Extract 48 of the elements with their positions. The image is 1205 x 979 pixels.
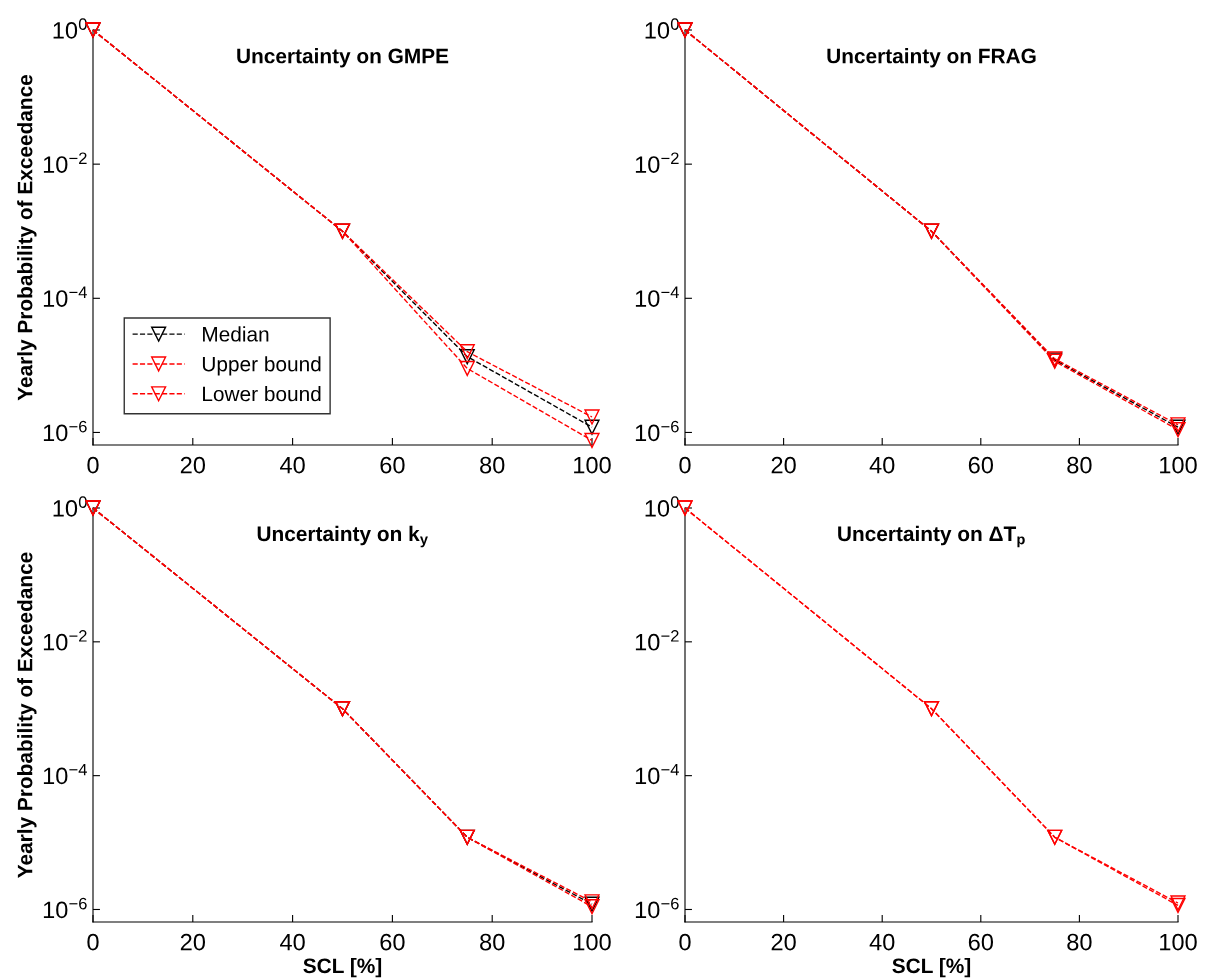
x-tick-label: 100 [1160, 933, 1197, 951]
legend-label: Lower bound [203, 386, 321, 402]
x-tick-label: 60 [380, 456, 405, 474]
y-tick-label: 10$^{−2}$ [43, 152, 87, 173]
y-tick-label: 10$^{−2}$ [43, 630, 87, 651]
y-tick-label: 10$^{−4}$ [43, 286, 87, 307]
y-axis-title: Yearly Probability of Exceedance [17, 74, 37, 401]
y-tick-label: 10$^{−4}$ [43, 763, 87, 785]
x-tick-label: 80 [1067, 933, 1092, 951]
text: Uncertainty on FRAG [827, 48, 1036, 68]
x-tick-label: 0 [679, 456, 691, 474]
x-tick-label: 0 [679, 933, 691, 951]
y-tick-label: 10$^{−4}$ [635, 286, 679, 307]
x-axis-title: SCL [%] [892, 957, 971, 978]
y-tick-label: 10$^{−6}$ [43, 897, 87, 919]
text: Uncertainty on GMPE [237, 48, 449, 68]
y-tick-label: 10$^{−4}$ [635, 763, 679, 785]
x-tick-label: 20 [180, 933, 206, 951]
text: Uncertainty on k$_{y}$ [257, 525, 428, 548]
y-axis-title: Yearly Probability of Exceedance [17, 552, 37, 878]
y-tick-label: 10$^{−2}$ [635, 630, 679, 651]
y-tick-label: 10$^{−6}$ [43, 420, 87, 442]
x-tick-label: 20 [771, 456, 796, 474]
x-tick-label: 60 [968, 456, 994, 474]
x-tick-label: 80 [480, 456, 505, 474]
y-tick-label: 10$^{−6}$ [635, 420, 679, 442]
legend-label: Upper bound [202, 356, 321, 376]
x-tick-label: 40 [280, 933, 305, 951]
y-tick-label: 10$^{−6}$ [635, 897, 679, 919]
legend-label: Median [203, 326, 269, 342]
x-tick-label: 100 [574, 933, 611, 951]
x-tick-label: 100 [574, 456, 611, 474]
x-tick-label: 80 [1067, 456, 1092, 474]
x-tick-label: 40 [869, 933, 895, 951]
x-tick-label: 0 [87, 456, 99, 474]
x-tick-label: 40 [869, 456, 895, 474]
x-tick-label: 20 [180, 456, 206, 474]
x-tick-label: 40 [280, 456, 305, 474]
x-axis-title: SCL [%] [303, 957, 382, 978]
x-tick-label: 60 [968, 933, 994, 951]
x-tick-label: 60 [380, 933, 405, 951]
x-tick-label: 100 [1160, 456, 1197, 474]
text: Uncertainty on ΔT$_{p}$ [838, 525, 1025, 548]
y-tick-label: 10$^{−2}$ [635, 152, 679, 173]
x-tick-label: 80 [480, 933, 505, 951]
x-tick-label: 20 [771, 933, 796, 951]
y-tick-label: 10$^{0}$ [645, 496, 679, 517]
x-tick-label: 0 [87, 933, 99, 951]
